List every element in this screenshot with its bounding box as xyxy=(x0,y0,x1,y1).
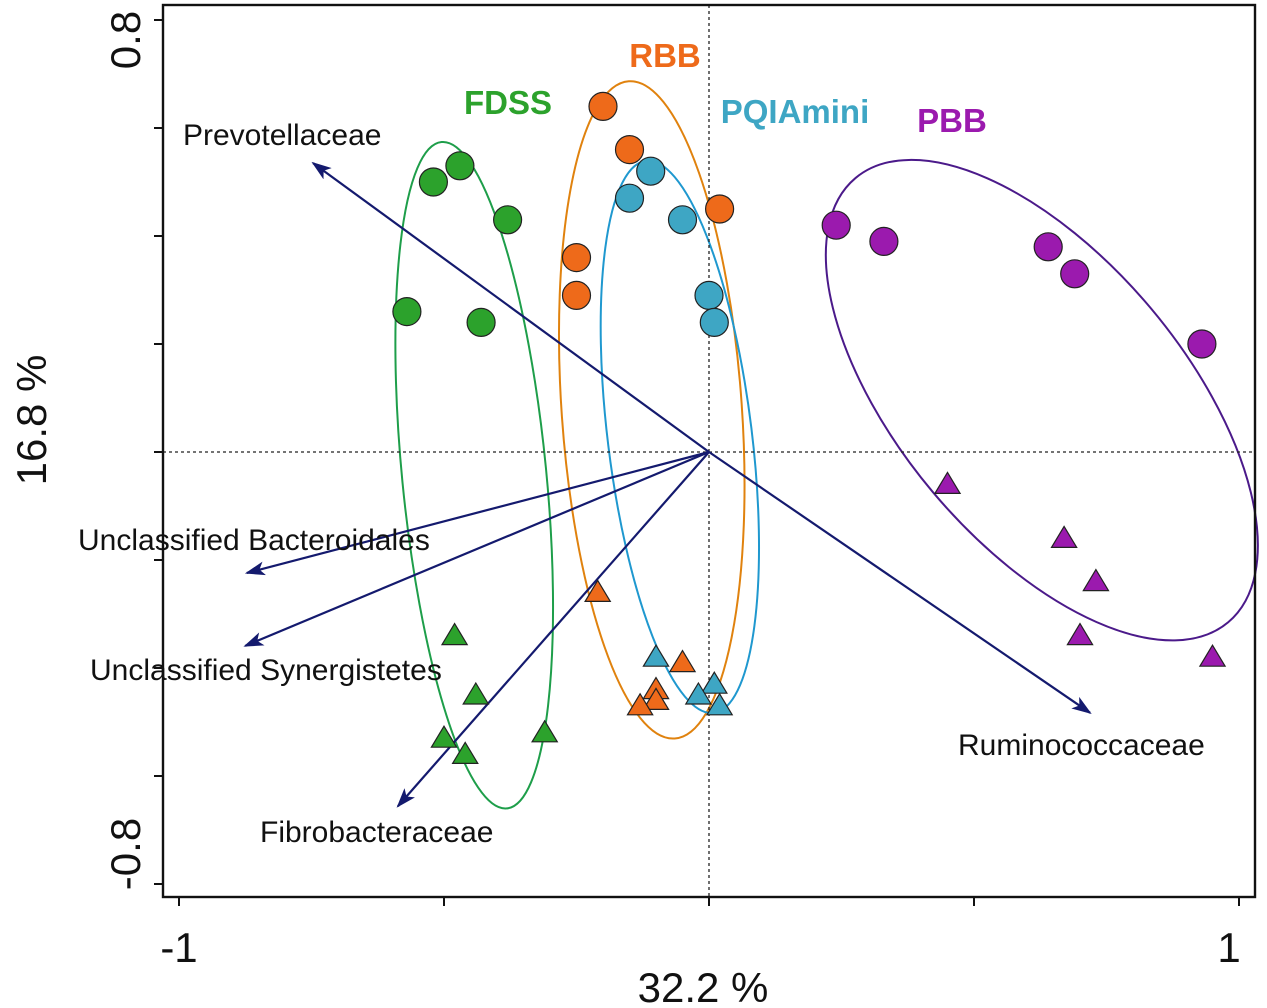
point-circle-rbb xyxy=(561,280,592,310)
loading-arrow-unclassified-bacteroidales xyxy=(244,450,710,576)
axes: -1 1 0.8 -0.8 32.2 % 16.8 % xyxy=(8,3,1257,1008)
loading-label: Ruminococcaceae xyxy=(958,729,1205,762)
point-circle-fdss xyxy=(493,205,523,235)
point-triangle-fdss xyxy=(440,622,469,646)
point-triangle-fdss xyxy=(451,741,479,765)
loading-label: Fibrobacteraceae xyxy=(260,816,493,849)
ellipse-fdss xyxy=(394,140,555,810)
x-tick-label: -1 xyxy=(160,924,197,971)
point-circle-fdss xyxy=(466,307,496,337)
point-circle-pqiamini xyxy=(694,280,724,310)
point-triangle-fdss xyxy=(430,725,458,748)
loading-label: Unclassified Synergistetes xyxy=(90,654,442,687)
point-triangle-fdss xyxy=(462,681,490,705)
point-triangle-pbb xyxy=(1198,644,1227,667)
group-label-rbb: RBB xyxy=(629,37,701,74)
loading-arrow-ruminococcaceae xyxy=(708,451,1092,714)
point-circle-pqiamini xyxy=(614,183,645,213)
point-circle-pbb xyxy=(821,210,851,240)
y-tick-label: -0.8 xyxy=(102,818,149,890)
group-label-pqiamini: PQIAmini xyxy=(721,93,870,130)
point-circle-pbb xyxy=(1060,259,1090,289)
point-circle-pbb xyxy=(869,226,899,256)
point-circle-pqiamini xyxy=(636,156,666,186)
y-axis-title: 16.8 % xyxy=(8,355,55,486)
point-triangle-pqiamini xyxy=(705,692,734,716)
point-triangle-rbb xyxy=(642,687,670,711)
point-circle-pqiamini xyxy=(667,205,698,235)
point-circle-fdss xyxy=(418,167,448,197)
point-circle-fdss xyxy=(445,151,475,181)
group-label-fdss: FDSS xyxy=(464,84,552,121)
point-circle-rbb xyxy=(614,135,645,165)
point-circle-pqiamini xyxy=(699,307,729,337)
sample-points xyxy=(392,91,1227,765)
point-circle-rbb xyxy=(704,194,735,224)
y-tick-label: 0.8 xyxy=(102,11,149,69)
point-triangle-rbb xyxy=(626,692,654,716)
point-triangle-pbb xyxy=(1082,568,1110,592)
point-triangle-pqiamini xyxy=(642,644,670,667)
group-label-pbb: PBB xyxy=(917,102,987,139)
point-circle-pbb xyxy=(1187,329,1217,359)
loading-arrow-fibrobacteraceae xyxy=(396,451,710,808)
point-triangle-fdss xyxy=(531,719,559,743)
point-circle-rbb xyxy=(561,243,592,273)
ellipse-pbb xyxy=(824,158,1259,642)
point-circle-fdss xyxy=(392,297,422,327)
point-circle-rbb xyxy=(588,91,618,122)
point-triangle-pbb xyxy=(1050,525,1078,549)
text-labels: Prevotellaceae Unclassified Bacteroidales… xyxy=(78,37,1205,849)
x-axis-title: 32.2 % xyxy=(638,964,769,1008)
point-circle-pbb xyxy=(1033,232,1063,262)
point-triangle-pbb xyxy=(933,471,962,494)
loading-label: Unclassified Bacteroidales xyxy=(78,524,430,557)
point-triangle-pqiamini xyxy=(684,681,713,705)
loading-arrow-unclassified-synergistetes xyxy=(243,450,710,647)
ellipse-pqiamini xyxy=(599,159,761,715)
point-triangle-pqiamini xyxy=(700,671,728,694)
point-triangle-rbb xyxy=(584,579,612,603)
point-triangle-rbb xyxy=(668,649,697,673)
ellipse-rbb xyxy=(557,80,746,740)
point-triangle-pbb xyxy=(1066,622,1094,646)
loading-label: Prevotellaceae xyxy=(183,119,381,152)
group-ellipses xyxy=(394,80,1259,810)
x-tick-label: 1 xyxy=(1217,924,1240,971)
loading-arrow-prevotellaceae xyxy=(311,161,710,453)
